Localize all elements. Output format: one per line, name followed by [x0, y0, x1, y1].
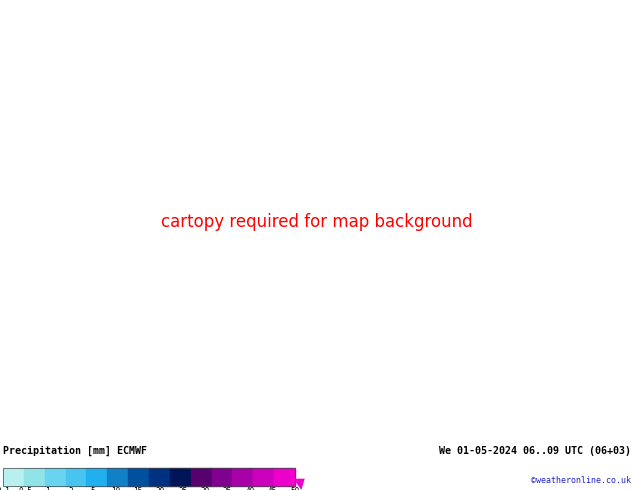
Text: 35: 35 [223, 488, 232, 490]
Bar [274, 468, 295, 486]
Bar [3, 468, 295, 486]
Text: 10: 10 [111, 488, 120, 490]
Text: cartopy required for map background: cartopy required for map background [161, 213, 473, 231]
Bar [170, 468, 191, 486]
Text: 0.1: 0.1 [0, 488, 10, 490]
Bar [254, 468, 274, 486]
Text: 5: 5 [91, 488, 95, 490]
Bar [65, 468, 86, 486]
Text: 0.5: 0.5 [18, 488, 32, 490]
Bar [149, 468, 170, 486]
Bar [107, 468, 128, 486]
Text: 1: 1 [46, 488, 50, 490]
Bar [212, 468, 233, 486]
Text: 40: 40 [245, 488, 255, 490]
Text: 50: 50 [290, 488, 300, 490]
Text: 30: 30 [200, 488, 210, 490]
Bar [45, 468, 65, 486]
Text: 25: 25 [178, 488, 187, 490]
Text: ©weatheronline.co.uk: ©weatheronline.co.uk [531, 476, 631, 485]
Bar [191, 468, 212, 486]
Text: 45: 45 [268, 488, 277, 490]
Text: 20: 20 [155, 488, 165, 490]
Text: 2: 2 [68, 488, 73, 490]
Bar [128, 468, 149, 486]
Text: Precipitation [mm] ECMWF: Precipitation [mm] ECMWF [3, 446, 147, 456]
Bar [233, 468, 254, 486]
Bar [3, 468, 24, 486]
Text: We 01-05-2024 06..09 UTC (06+03): We 01-05-2024 06..09 UTC (06+03) [439, 446, 631, 456]
Bar [86, 468, 107, 486]
Bar [24, 468, 45, 486]
Text: 15: 15 [133, 488, 143, 490]
